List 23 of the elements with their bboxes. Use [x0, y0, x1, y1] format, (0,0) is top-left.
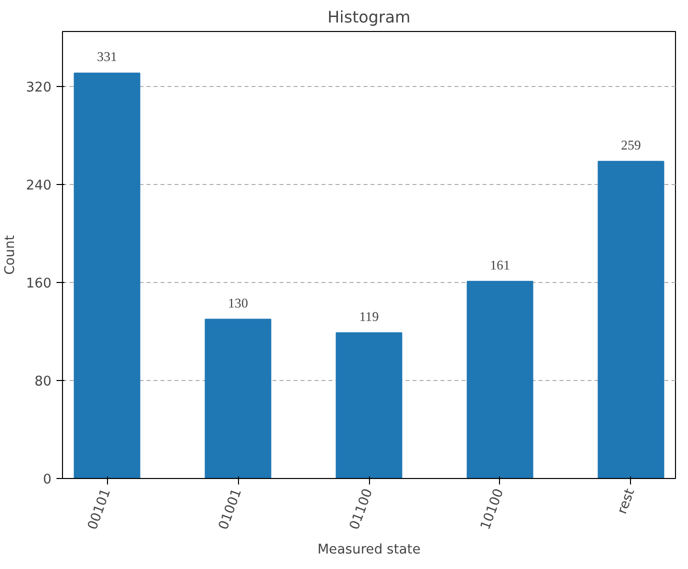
x-tick-label: 10100	[478, 486, 508, 532]
bar	[336, 332, 402, 478]
bar	[74, 72, 140, 478]
x-axis-title: Measured state	[317, 542, 421, 558]
chart-title: Histogram	[328, 8, 410, 26]
y-tick-label: 240	[26, 178, 52, 194]
y-tick-label: 320	[26, 80, 52, 96]
data-label: 130	[228, 295, 248, 310]
y-tick-label: 0	[43, 472, 52, 488]
bar	[204, 318, 272, 478]
y-axis-title: Count	[3, 235, 18, 275]
x-tick-label: 00101	[85, 486, 114, 532]
bar	[466, 280, 534, 478]
bar	[598, 160, 664, 478]
data-label: 331	[97, 49, 118, 64]
x-tick-label: 01001	[216, 486, 246, 532]
y-tick-label: 160	[26, 276, 52, 292]
y-tick-label: 80	[34, 374, 52, 390]
data-label: 119	[359, 308, 380, 324]
data-label: 259	[620, 137, 642, 152]
data-label: 161	[490, 257, 510, 272]
x-tick-label: rest	[615, 486, 638, 516]
x-tick-label: 01100	[347, 486, 376, 532]
